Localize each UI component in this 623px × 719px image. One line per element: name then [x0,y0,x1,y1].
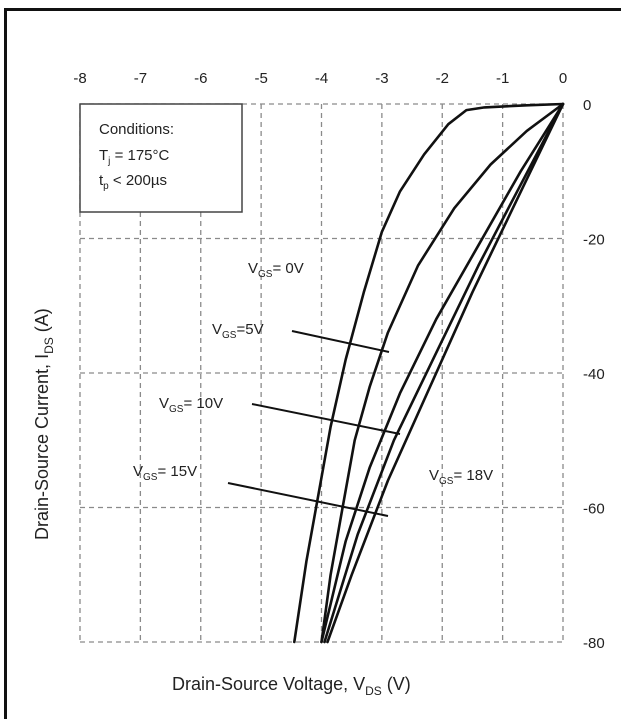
curves [293,102,565,644]
x-tick-label: -3 [375,70,388,87]
conditions-heading: Conditions: [99,121,174,138]
x-axis-title: Drain-Source Voltage, VDS (V) [172,674,411,698]
x-tick-label: -2 [436,70,449,87]
y-tick-label: 0 [583,97,591,114]
series-label-vgs-10v: VGS= 10V [159,395,223,415]
y-tick-label: -80 [583,635,605,652]
leader-line-vgs-10v [251,403,401,435]
series-label-vgs-18v: VGS= 18V [429,467,493,487]
series-label-vgs-0v: VGS= 0V [248,260,304,280]
y-tick-labels: 0 -20 -40 -60 -80 [583,97,605,652]
y-tick-label: -20 [583,232,605,249]
x-tick-label: -8 [73,70,86,87]
leader-line-vgs-15v [227,482,389,517]
series-label-vgs-5v: VGS=5V [212,321,264,341]
curve-series-4 [326,102,565,644]
y-tick-label: -60 [583,501,605,518]
curve-series-2 [320,102,565,644]
x-tick-label: -4 [315,70,328,87]
conditions-pulse-width: tp < 200µs [99,172,167,192]
conditions-box [79,103,243,213]
x-tick-label: 0 [559,70,567,87]
x-tick-labels: -8 -7 -6 -5 -4 -3 -2 -1 0 [73,70,567,87]
x-tick-label: -6 [194,70,207,87]
y-axis-title: Drain-Source Current, IDS (A) [32,308,56,540]
conditions-temperature: Tj = 175°C [99,147,170,167]
y-tick-label: -40 [583,366,605,383]
leader-line-vgs-5v [291,330,390,353]
x-tick-label: -7 [134,70,147,87]
series-label-vgs-15v: VGS= 15V [133,463,197,483]
x-tick-label: -5 [254,70,267,87]
curve-series-1 [320,102,565,644]
curve-series-3 [323,102,565,644]
x-tick-label: -1 [496,70,509,87]
curve-series-0 [293,102,565,644]
chart-frame [4,8,621,719]
